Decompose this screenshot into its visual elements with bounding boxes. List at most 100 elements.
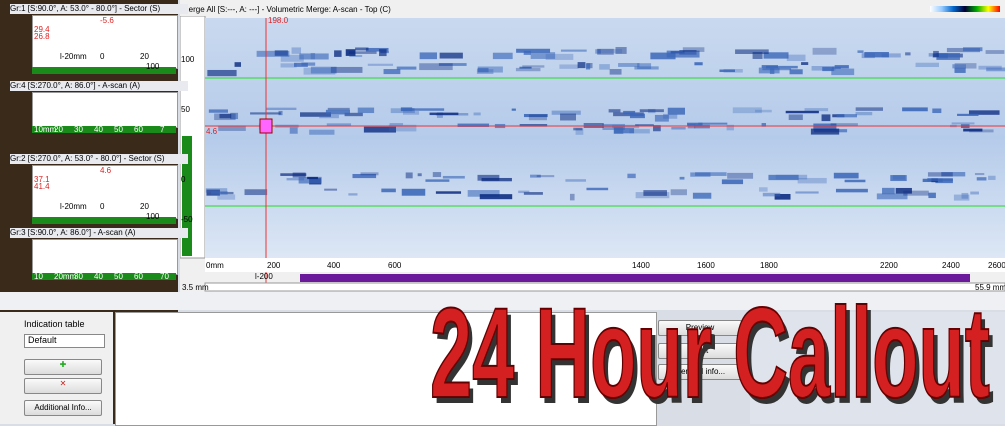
- panel-label: 7: [160, 125, 164, 134]
- echo: [358, 108, 374, 113]
- echo: [480, 194, 512, 199]
- screen: Merge All [S:---, A: ---] - Volumetric M…: [0, 0, 1005, 424]
- add-button[interactable]: ✚: [24, 359, 102, 375]
- echo: [412, 108, 444, 110]
- ruler-label: 100: [181, 55, 194, 64]
- delete-button[interactable]: ✕: [24, 378, 102, 394]
- echo: [845, 180, 866, 183]
- echo: [787, 55, 806, 61]
- echo: [328, 108, 350, 110]
- echo: [795, 191, 818, 193]
- axis-label: 200: [267, 261, 280, 270]
- echo: [419, 63, 452, 70]
- echo: [719, 69, 735, 72]
- echo: [425, 179, 449, 181]
- echo: [245, 189, 268, 195]
- echo: [586, 188, 608, 190]
- echo: [694, 62, 702, 65]
- echo: [573, 128, 582, 131]
- echo: [560, 114, 576, 121]
- echo: [512, 109, 516, 111]
- echo: [963, 129, 982, 132]
- panel-label: 40: [94, 125, 103, 134]
- panel-label: l-20mm: [60, 202, 87, 211]
- range-start: 3.5 mm: [182, 283, 209, 292]
- ruler-label: -50: [181, 215, 193, 224]
- echo: [355, 47, 368, 50]
- echo: [529, 115, 547, 121]
- echo: [406, 172, 413, 178]
- echo: [698, 123, 727, 125]
- additional-info-button[interactable]: Additional Info...: [24, 400, 102, 416]
- preset-select[interactable]: Default: [24, 334, 105, 348]
- panel-label: 60: [134, 272, 143, 281]
- echo: [418, 173, 422, 176]
- echo: [250, 112, 281, 114]
- echo: [614, 128, 634, 133]
- echo: [683, 47, 705, 52]
- echo: [933, 51, 939, 57]
- panel-label: 0: [100, 52, 104, 61]
- echo: [309, 130, 334, 135]
- echo: [334, 50, 341, 57]
- echo: [319, 115, 339, 118]
- echo: [952, 122, 975, 124]
- echo: [379, 49, 387, 56]
- panel-title: Gr:1 [S:90.0°, A: 53.0° - 80.0°] - Secto…: [10, 4, 188, 14]
- echo: [361, 172, 379, 175]
- echo: [430, 113, 459, 115]
- echo: [856, 107, 883, 111]
- echo: [693, 193, 711, 199]
- echo: [836, 189, 868, 193]
- echo: [348, 193, 357, 195]
- echo: [640, 109, 664, 112]
- echo: [627, 174, 635, 178]
- echo: [610, 69, 622, 75]
- echo: [962, 193, 969, 199]
- echo: [671, 189, 687, 195]
- echo: [977, 177, 987, 180]
- echo: [957, 114, 978, 116]
- echo: [290, 128, 298, 134]
- echo: [584, 123, 604, 128]
- echo: [902, 107, 928, 111]
- panel-body: [32, 92, 178, 128]
- echo: [970, 192, 979, 195]
- echo: [546, 54, 574, 60]
- indication-sidebar: Indication table Default ✚ ✕ Additional …: [0, 312, 113, 424]
- echo: [928, 193, 936, 198]
- panel-body: [32, 239, 178, 275]
- echo: [565, 179, 586, 182]
- ruler-label: 50: [181, 105, 190, 114]
- echo: [518, 191, 529, 193]
- echo: [877, 193, 908, 199]
- echo: [207, 70, 236, 76]
- panel-label: 20mm: [54, 272, 76, 281]
- echo: [331, 67, 363, 73]
- echo: [801, 62, 808, 65]
- panel-label: 100: [146, 62, 159, 71]
- echo: [856, 112, 873, 115]
- echo: [727, 173, 753, 179]
- panel-label: 70: [160, 272, 169, 281]
- echo: [623, 111, 635, 114]
- echo: [643, 190, 667, 196]
- echo: [609, 109, 621, 112]
- echo: [304, 68, 336, 75]
- panel-label: 40: [94, 272, 103, 281]
- echo: [440, 53, 463, 59]
- echo: [368, 64, 393, 66]
- echo: [206, 188, 227, 192]
- panel-label: 41.4: [34, 182, 50, 191]
- echo: [390, 123, 403, 125]
- echo: [478, 175, 500, 181]
- echo: [578, 62, 586, 68]
- callout-overlay: 24 Hour Callout 24 Hour Callout: [430, 235, 1005, 424]
- echo: [986, 50, 1005, 54]
- echo: [266, 108, 296, 110]
- panel-label: 50: [114, 272, 123, 281]
- echo: [420, 52, 437, 59]
- echo: [735, 49, 769, 54]
- echo: [864, 52, 889, 57]
- echo: [694, 125, 710, 129]
